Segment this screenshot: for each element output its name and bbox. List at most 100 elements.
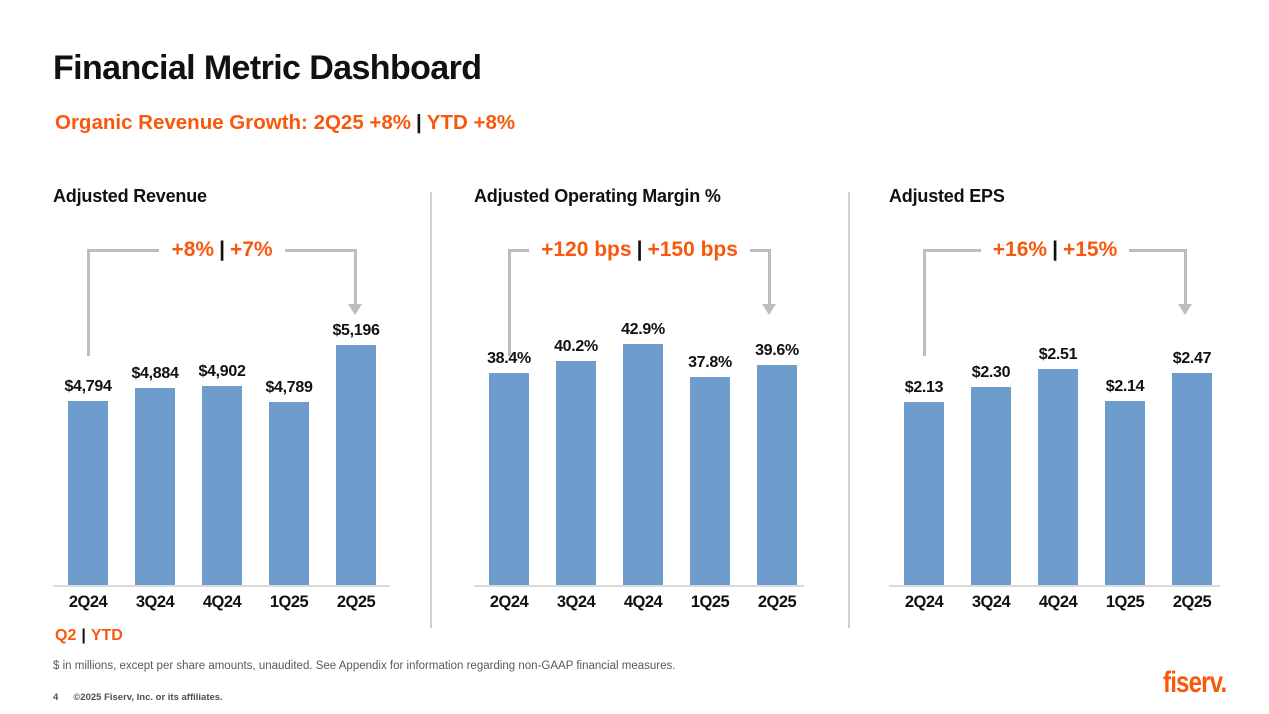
fiserv-logo: fiserv. [1163, 666, 1227, 699]
bar [623, 344, 663, 585]
bar-group: 40.2% [554, 338, 598, 585]
bar [556, 361, 596, 585]
callout-q2-value: +16% [992, 238, 1048, 261]
category-label: 2Q25 [1172, 593, 1212, 611]
chart-title: Adjusted Revenue [53, 186, 207, 206]
callout-text: +16% | +15% [993, 237, 1117, 263]
callout-text: +120 bps | +150 bps [541, 237, 738, 263]
chart-divider [848, 192, 850, 628]
arrow-down-icon [348, 304, 363, 315]
subtitle-q2-value: Organic Revenue Growth: 2Q25 +8% [55, 111, 412, 134]
callout-bracket-right [1129, 249, 1193, 315]
bar [269, 402, 309, 585]
legend-q2: Q2 [55, 627, 77, 644]
page-title: Financial Metric Dashboard [53, 49, 482, 87]
bar [135, 388, 175, 585]
bar-group: $2.51 [1038, 346, 1078, 585]
arrow-down-icon [1178, 304, 1193, 315]
bar-group: $2.47 [1172, 350, 1212, 585]
bar-value-label: $2.13 [904, 379, 944, 396]
category-labels: 2Q24 3Q24 4Q24 1Q25 2Q25 [489, 593, 797, 612]
page-footer: 4 ©2025 Fiserv, Inc. or its affiliates. [53, 692, 223, 703]
bar-value-label: 42.9% [621, 321, 665, 338]
bar-group: $5,196 [332, 322, 380, 585]
callout-bracket-left [87, 249, 160, 356]
bar-value-label: 40.2% [554, 338, 598, 355]
bar-plot: $2.13 $2.30 $2.51 $2.14 $2.47 [889, 340, 1212, 585]
category-label: 3Q24 [135, 593, 175, 611]
category-label: 2Q25 [336, 593, 376, 611]
page-number: 4 [53, 692, 59, 703]
bar-group: $4,794 [64, 378, 112, 585]
bar-value-label: $2.14 [1105, 378, 1145, 395]
bar-group: 42.9% [621, 321, 665, 585]
bar-group: 38.4% [487, 350, 531, 585]
callout-ytd-value: +150 bps [647, 238, 738, 261]
axis-line [474, 585, 804, 587]
callout-separator: | [1052, 238, 1058, 261]
category-labels: 2Q24 3Q24 4Q24 1Q25 2Q25 [904, 593, 1212, 612]
category-label: 2Q24 [68, 593, 108, 611]
axis-line [889, 585, 1220, 587]
bar-group: $2.13 [904, 379, 944, 585]
bar [1038, 369, 1078, 585]
callout-ytd-value: +15% [1062, 238, 1118, 261]
bar [904, 402, 944, 585]
callout-separator: | [219, 238, 225, 261]
callout-q2-value: +8% [171, 238, 215, 261]
growth-callout: +8% | +7% [87, 237, 363, 356]
legend-ytd: YTD [90, 627, 123, 644]
bar-group: $4,884 [131, 365, 179, 585]
bar-value-label: $4,789 [265, 379, 313, 396]
bar [336, 345, 376, 585]
bar-group: $4,902 [198, 363, 246, 585]
legend-separator: | [81, 627, 86, 644]
subtitle: Organic Revenue Growth: 2Q25 +8% | YTD +8% [55, 111, 515, 135]
bar [202, 386, 242, 585]
copyright: ©2025 Fiserv, Inc. or its affiliates. [73, 692, 223, 703]
bar-value-label: $4,884 [131, 365, 179, 382]
callout-q2-value: +120 bps [541, 238, 632, 261]
subtitle-separator: | [416, 111, 422, 134]
bar-value-label: 37.8% [688, 354, 732, 371]
bar [1105, 401, 1145, 585]
callout-separator: | [636, 238, 643, 261]
category-labels: 2Q24 3Q24 4Q24 1Q25 2Q25 [68, 593, 376, 612]
bar-value-label: $4,902 [198, 363, 246, 380]
bar-value-label: 38.4% [487, 350, 531, 367]
axis-line [53, 585, 390, 587]
category-label: 4Q24 [1038, 593, 1078, 611]
bar-group: 37.8% [688, 354, 732, 585]
category-label: 2Q24 [904, 593, 944, 611]
bar-value-label: $4,794 [64, 378, 112, 395]
bar-group: $4,789 [265, 379, 313, 585]
bar-value-label: $2.30 [971, 364, 1011, 381]
bar-value-label: $5,196 [332, 322, 380, 339]
category-label: 1Q25 [1105, 593, 1145, 611]
bar-group: 39.6% [755, 342, 799, 585]
chart-title: Adjusted EPS [889, 186, 1005, 206]
callout-bracket-left [923, 249, 981, 356]
category-label: 1Q25 [690, 593, 730, 611]
category-label: 2Q25 [757, 593, 797, 611]
category-label: 3Q24 [971, 593, 1011, 611]
bar-group: $2.14 [1105, 378, 1145, 585]
bar-plot: $4,794 $4,884 $4,902 $4,789 $5,196 [53, 322, 380, 585]
callout-bracket-right [749, 249, 777, 315]
category-label: 4Q24 [202, 593, 242, 611]
bar-value-label: $2.47 [1172, 350, 1212, 367]
chart-adjusted-eps: Adjusted EPS +16% | +15% $2.13 $2.30 $2.51 $2… [889, 186, 1220, 631]
chart-adjusted-operating-margin: Adjusted Operating Margin % +120 bps | +15… [474, 186, 804, 631]
footnote: $ in millions, except per share amounts,… [53, 660, 676, 672]
category-label: 4Q24 [623, 593, 663, 611]
bar [68, 401, 108, 585]
bar-group: $2.30 [971, 364, 1011, 585]
category-label: 3Q24 [556, 593, 596, 611]
bar-value-label: $2.51 [1038, 346, 1078, 363]
category-label: 2Q24 [489, 593, 529, 611]
chart-adjusted-revenue: Adjusted Revenue +8% | +7% $4,794 $4,884 $4,… [53, 186, 390, 631]
callout-bracket-left [508, 249, 530, 356]
bar-value-label: 39.6% [755, 342, 799, 359]
category-label: 1Q25 [269, 593, 309, 611]
